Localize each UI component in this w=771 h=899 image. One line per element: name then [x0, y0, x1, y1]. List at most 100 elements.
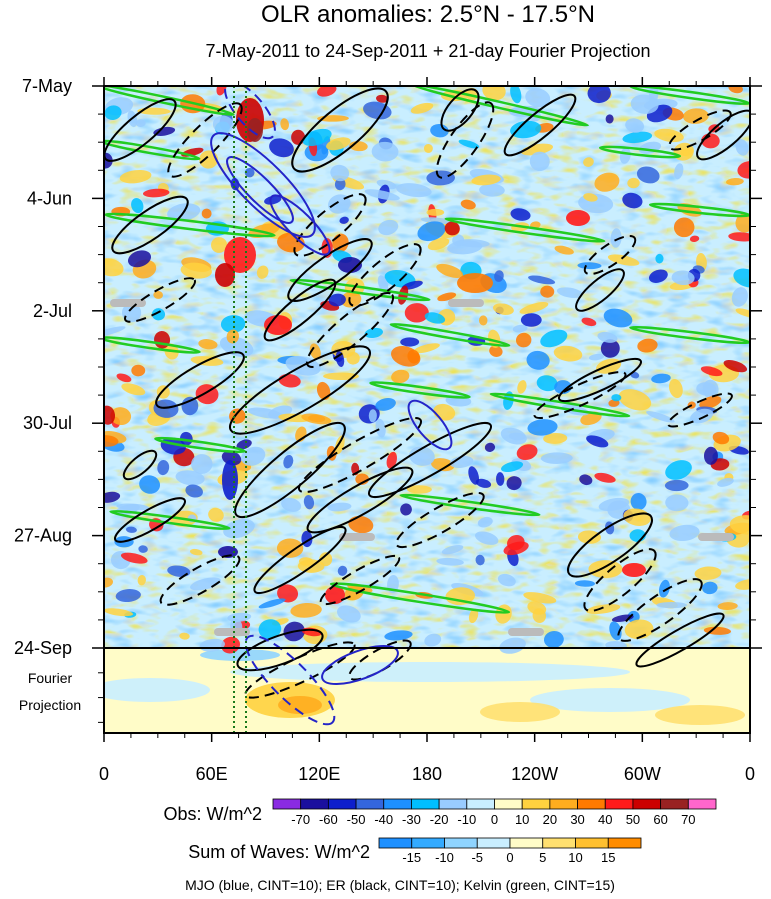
cool-anomaly-patch: [648, 269, 668, 283]
cool-anomaly-patch: [630, 493, 647, 511]
er-contour: [234, 421, 346, 519]
colorbar-level-label: 50: [626, 812, 640, 827]
warm-anomaly-patch: [120, 552, 148, 564]
colorbar-level-label: 30: [570, 812, 584, 827]
colorbar-swatch: [378, 837, 413, 849]
warm-anomaly-patch: [717, 602, 738, 611]
cool-anomaly-patch: [510, 208, 531, 221]
cool-anomaly-patch: [702, 581, 718, 595]
cool-anomaly-patch: [364, 327, 383, 339]
projection-patch: [530, 688, 690, 712]
cool-anomaly-patch: [104, 491, 121, 503]
warm-anomaly-patch: [583, 157, 594, 167]
cool-anomaly-patch: [665, 494, 689, 512]
cool-anomaly-patch: [328, 293, 346, 307]
cool-anomaly-patch: [506, 476, 522, 491]
y-tick-label: 4-Jun: [27, 188, 72, 208]
warm-anomaly-patch: [516, 444, 538, 461]
warm-anomaly-patch: [406, 485, 432, 494]
warm-anomaly-patch: [386, 451, 397, 469]
warm-anomaly-patch: [607, 254, 640, 266]
cool-anomaly-patch: [337, 565, 348, 576]
cool-anomaly-patch: [477, 516, 493, 528]
cool-anomaly-patch: [556, 287, 584, 298]
warm-anomaly-patch: [104, 577, 113, 588]
missing-data-mark: [110, 299, 146, 307]
cool-anomaly-patch: [181, 396, 199, 416]
warm-anomaly-patch: [309, 343, 321, 360]
cool-anomaly-patch: [269, 138, 294, 158]
cool-anomaly-patch: [138, 545, 148, 553]
cool-anomaly-patch: [468, 466, 480, 485]
kelvin-contour: [444, 217, 606, 243]
er-contour: [291, 87, 389, 173]
warm-anomaly-patch: [280, 118, 289, 131]
colorbar-level-label: 5: [539, 850, 546, 865]
cool-anomaly-patch: [339, 216, 349, 224]
colorbar-level-label: 40: [598, 812, 612, 827]
warm-anomaly-patch: [256, 265, 269, 279]
warm-anomaly-patch: [460, 199, 476, 210]
warm-anomaly-patch: [391, 369, 410, 384]
cool-anomaly-patch: [703, 446, 718, 465]
cool-anomaly-patch: [220, 315, 246, 333]
warm-anomaly-patch: [689, 235, 700, 243]
er-contour: [348, 243, 422, 307]
cool-anomaly-patch: [574, 580, 596, 587]
cool-anomaly-patch: [153, 126, 176, 136]
mjo-contours: [210, 86, 453, 726]
cool-anomaly-patch: [536, 375, 558, 392]
cool-anomaly-patch: [543, 630, 564, 648]
cool-anomaly-patch: [244, 167, 255, 178]
er-contour: [155, 351, 245, 409]
warm-anomaly-patch: [316, 381, 331, 400]
kelvin-contour: [104, 86, 235, 117]
cool-anomaly-patch: [622, 192, 643, 209]
cool-anomaly-patch: [104, 326, 126, 338]
cool-anomaly-patch: [587, 86, 611, 104]
colorbar-level-label: 20: [543, 812, 557, 827]
warm-anomaly-patch: [189, 548, 203, 556]
cool-anomaly-patch: [334, 178, 346, 191]
warm-anomaly-patch: [216, 86, 227, 96]
colorbar-level-label: -20: [430, 812, 449, 827]
waves-colorbar-label: Sum of Waves: W/m^2: [188, 842, 370, 862]
cool-anomaly-patch: [674, 163, 684, 180]
colorbar-swatch: [575, 837, 609, 849]
colorbar-swatch: [687, 798, 717, 810]
warm-anomaly-patch: [712, 431, 730, 445]
cool-anomaly-patch: [733, 268, 750, 288]
cool-anomaly-patch: [115, 589, 141, 603]
kelvin-contour: [104, 212, 276, 238]
colorbar-swatch: [411, 798, 440, 810]
warm-anomaly-patch: [726, 178, 744, 186]
warm-anomaly-patch: [348, 515, 374, 534]
cool-anomaly-patch: [424, 633, 442, 647]
warm-anomaly-patch: [276, 538, 304, 558]
colorbar-level-label: -30: [402, 812, 421, 827]
warm-anomaly-patch: [581, 317, 597, 327]
colorbar-swatch: [607, 837, 642, 849]
strong-anomaly-patch: [218, 546, 238, 558]
warm-anomaly-patch: [515, 332, 532, 348]
mjo-contour: [210, 132, 316, 238]
warm-anomaly-patch: [728, 86, 743, 94]
warm-anomaly-patch: [673, 217, 695, 238]
colorbar-swatch: [632, 798, 662, 810]
colorbar-swatch: [577, 798, 606, 810]
strong-anomaly-patch: [224, 237, 256, 273]
er-contour: [111, 195, 189, 255]
colorbar-level-label: -15: [402, 850, 421, 865]
warm-anomaly-patch: [142, 188, 170, 198]
kelvin-contour: [109, 509, 231, 531]
cool-anomaly-patch: [664, 479, 689, 492]
colorbar-level-label: 0: [491, 812, 498, 827]
cool-anomaly-patch: [330, 164, 350, 182]
cool-anomaly-patch: [579, 474, 593, 486]
cool-anomaly-patch: [669, 524, 700, 542]
er-contour: [124, 277, 196, 323]
missing-data-mark: [698, 533, 734, 541]
warm-anomaly-patch: [654, 128, 684, 143]
cool-anomaly-patch: [221, 450, 242, 466]
cool-anomaly-patch: [510, 120, 542, 139]
